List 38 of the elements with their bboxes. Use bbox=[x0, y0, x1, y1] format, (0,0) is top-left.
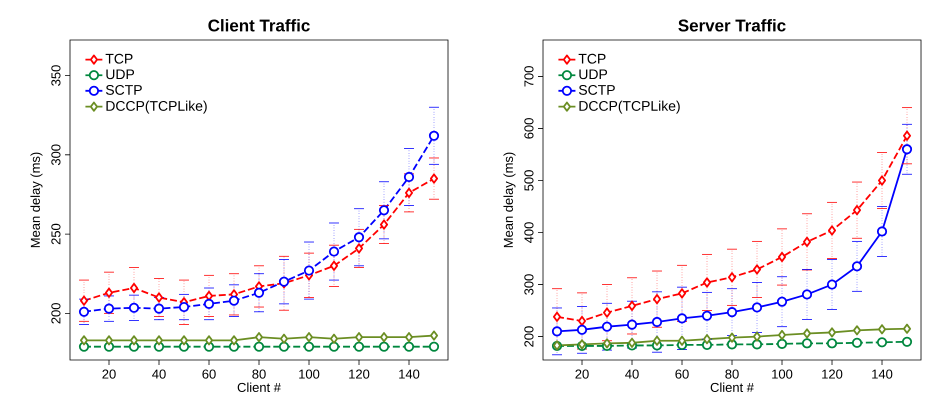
x-axis-title: Client # bbox=[238, 382, 281, 392]
x-tick-label: 20 bbox=[102, 369, 116, 379]
y-tick-label: 500 bbox=[524, 170, 534, 191]
legend-label: SCTP bbox=[578, 84, 615, 95]
y-tick-label: 250 bbox=[51, 224, 60, 244]
x-tick-label: 80 bbox=[725, 369, 739, 379]
x-tick-label: 140 bbox=[872, 369, 892, 379]
y-axis-title: Mean delay (ms) bbox=[503, 152, 516, 248]
x-tick-label: 120 bbox=[349, 369, 370, 379]
x-tick-label: 20 bbox=[575, 369, 589, 379]
x-tick-label: 60 bbox=[675, 369, 689, 379]
legend-label: SCTP bbox=[106, 84, 142, 95]
x-tick-label: 100 bbox=[299, 369, 320, 379]
y-tick-label: 200 bbox=[51, 303, 60, 324]
legend-label: TCP bbox=[106, 54, 132, 64]
y-tick-label: 350 bbox=[51, 65, 60, 86]
x-axis-title: Client # bbox=[710, 382, 754, 392]
legend-label: DCCP(TCPLike) bbox=[579, 100, 680, 114]
legend-label: DCCP(TCPLike) bbox=[106, 100, 207, 114]
y-tick-label: 600 bbox=[524, 118, 534, 139]
legend-label: UDP bbox=[579, 69, 608, 80]
y-tick-label: 700 bbox=[524, 66, 534, 87]
x-tick-label: 100 bbox=[772, 369, 792, 379]
y-tick-label: 400 bbox=[524, 222, 534, 244]
chart-title: Client Traffic bbox=[208, 19, 310, 32]
y-tick-label: 300 bbox=[51, 144, 60, 166]
y-tick-label: 200 bbox=[524, 326, 534, 347]
chart-title: Server Traffic bbox=[678, 19, 786, 32]
x-tick-label: 60 bbox=[202, 369, 216, 379]
x-tick-label: 80 bbox=[252, 369, 266, 379]
legend-label: UDP bbox=[106, 69, 134, 80]
y-tick-label: 300 bbox=[524, 274, 534, 295]
x-tick-label: 40 bbox=[152, 369, 166, 379]
x-tick-label: 140 bbox=[399, 369, 420, 379]
legend-label: TCP bbox=[578, 54, 606, 64]
x-tick-label: 40 bbox=[625, 369, 639, 379]
x-tick-label: 120 bbox=[822, 369, 842, 379]
y-axis-title: Mean delay (ms) bbox=[30, 152, 42, 248]
